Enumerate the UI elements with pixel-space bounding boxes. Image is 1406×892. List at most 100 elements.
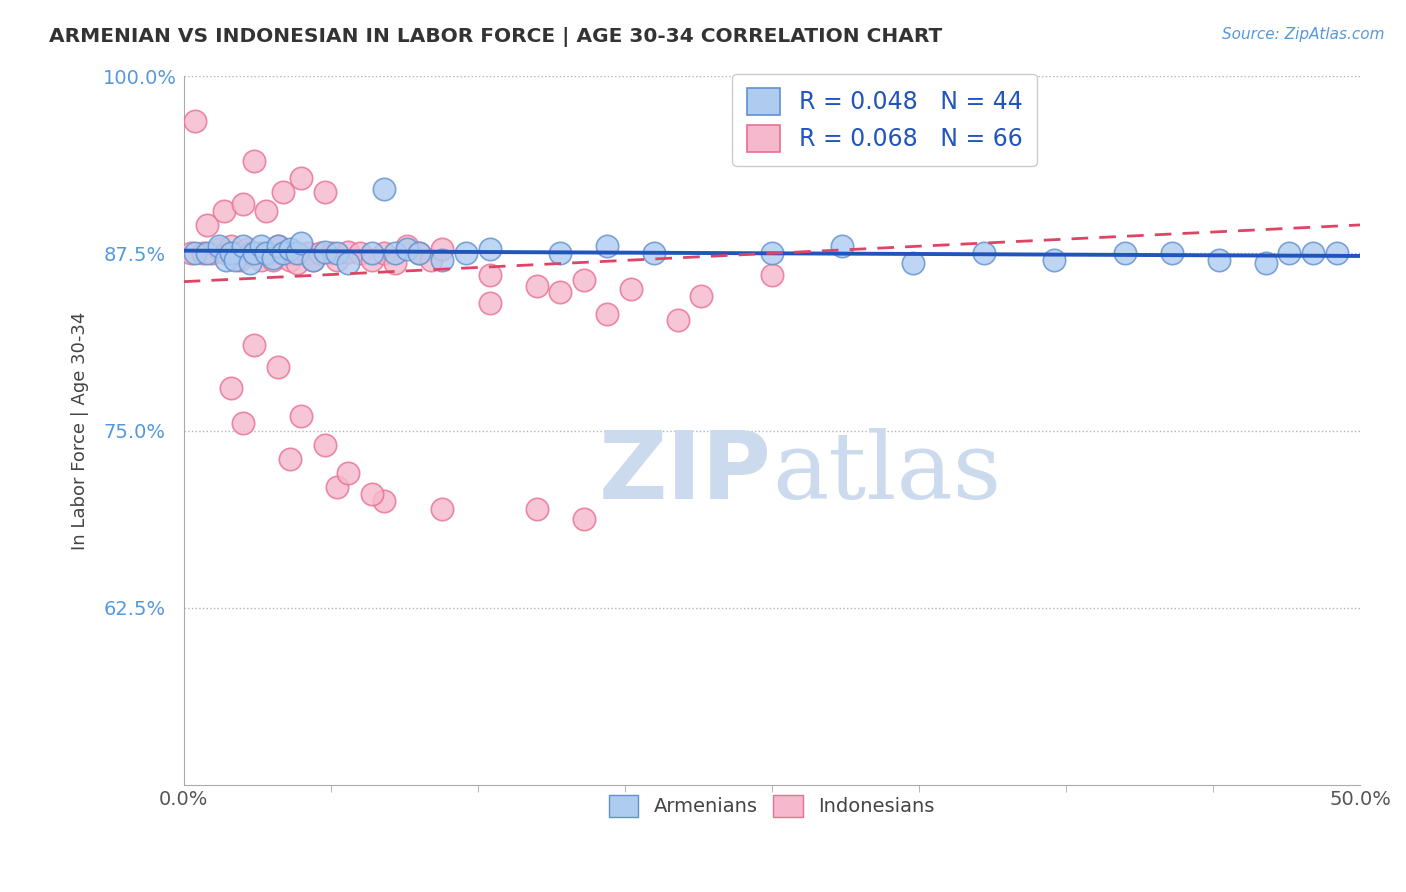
Point: [690, 289, 713, 303]
Point: [361, 246, 384, 260]
Point: [290, 409, 312, 424]
Y-axis label: In Labor Force | Age 30-34: In Labor Force | Age 30-34: [72, 311, 89, 549]
Point: [219, 381, 242, 395]
Point: [314, 438, 336, 452]
Point: [267, 239, 290, 253]
Point: [309, 246, 332, 260]
Point: [302, 253, 325, 268]
Point: [276, 246, 298, 260]
Point: [361, 253, 384, 268]
Point: [267, 359, 290, 374]
Point: [278, 242, 301, 256]
Point: [215, 253, 238, 268]
Point: [432, 242, 454, 256]
Point: [314, 186, 336, 200]
Point: [408, 246, 430, 260]
Point: [373, 182, 395, 196]
Point: [396, 239, 419, 253]
Point: [283, 246, 305, 260]
Legend: Armenians, Indonesians: Armenians, Indonesians: [602, 787, 942, 825]
Point: [278, 452, 301, 467]
Point: [254, 203, 277, 218]
Text: Source: ZipAtlas.com: Source: ZipAtlas.com: [1222, 27, 1385, 42]
Point: [419, 253, 441, 268]
Point: [201, 246, 224, 260]
Point: [373, 246, 395, 260]
Point: [180, 246, 202, 260]
Point: [208, 242, 231, 256]
Point: [1302, 246, 1324, 260]
Point: [229, 253, 252, 268]
Point: [236, 242, 259, 256]
Point: [526, 501, 548, 516]
Point: [314, 244, 336, 259]
Point: [384, 246, 406, 260]
Point: [290, 171, 312, 186]
Point: [243, 246, 266, 260]
Text: ZIP: ZIP: [599, 427, 772, 519]
Point: [596, 307, 619, 321]
Point: [224, 253, 246, 268]
Text: ARMENIAN VS INDONESIAN IN LABOR FORCE | AGE 30-34 CORRELATION CHART: ARMENIAN VS INDONESIAN IN LABOR FORCE | …: [49, 27, 942, 46]
Point: [666, 313, 689, 327]
Point: [349, 246, 371, 260]
Point: [973, 246, 995, 260]
Point: [526, 279, 548, 293]
Point: [325, 246, 347, 260]
Point: [572, 511, 595, 525]
Point: [247, 246, 270, 260]
Point: [478, 296, 501, 310]
Point: [238, 256, 260, 270]
Point: [260, 246, 283, 260]
Point: [297, 246, 319, 260]
Point: [1254, 256, 1277, 270]
Point: [548, 285, 571, 299]
Point: [271, 186, 294, 200]
Point: [761, 268, 783, 282]
Point: [208, 239, 231, 253]
Point: [478, 242, 501, 256]
Point: [620, 282, 643, 296]
Point: [278, 253, 301, 268]
Point: [285, 256, 308, 270]
Point: [384, 256, 406, 270]
Point: [321, 246, 343, 260]
Point: [243, 338, 266, 352]
Point: [572, 273, 595, 287]
Point: [215, 246, 238, 260]
Point: [1043, 253, 1066, 268]
Point: [290, 236, 312, 251]
Point: [325, 253, 347, 268]
Point: [184, 114, 207, 128]
Point: [238, 246, 260, 260]
Point: [337, 466, 360, 480]
Point: [548, 246, 571, 260]
Point: [478, 268, 501, 282]
Point: [337, 244, 360, 259]
Point: [243, 154, 266, 169]
Point: [285, 246, 308, 260]
Point: [262, 253, 284, 268]
Point: [432, 253, 454, 268]
Point: [195, 246, 218, 260]
Point: [831, 239, 853, 253]
Point: [373, 494, 395, 508]
Point: [396, 242, 419, 256]
Point: [191, 246, 214, 260]
Point: [195, 218, 218, 232]
Point: [267, 239, 290, 253]
Point: [408, 246, 430, 260]
Point: [184, 246, 207, 260]
Point: [1278, 246, 1301, 260]
Point: [1208, 253, 1230, 268]
Point: [219, 246, 242, 260]
Point: [1326, 246, 1348, 260]
Point: [901, 256, 924, 270]
Text: atlas: atlas: [772, 428, 1001, 518]
Point: [432, 501, 454, 516]
Point: [231, 417, 253, 431]
Point: [231, 196, 253, 211]
Point: [337, 256, 360, 270]
Point: [1114, 246, 1136, 260]
Point: [1160, 246, 1182, 260]
